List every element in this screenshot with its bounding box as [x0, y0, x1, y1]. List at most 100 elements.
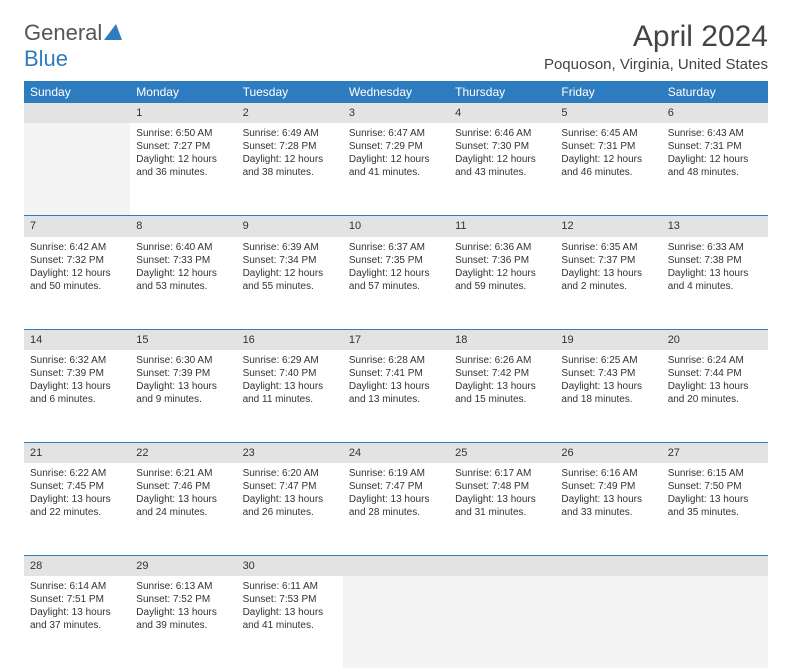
day-content-row: Sunrise: 6:32 AMSunset: 7:39 PM Daylight:…: [24, 350, 768, 443]
sunset-text: Sunset: 7:37 PM: [561, 254, 655, 267]
day-number-cell: 12: [555, 216, 661, 237]
day-number-row: 14151617181920: [24, 329, 768, 350]
sunset-text: Sunset: 7:34 PM: [243, 254, 337, 267]
logo-text: GeneralBlue: [24, 20, 122, 72]
sunset-text: Sunset: 7:53 PM: [243, 593, 337, 606]
sunset-text: Sunset: 7:47 PM: [349, 480, 443, 493]
day-number-cell: 7: [24, 216, 130, 237]
sunset-text: Sunset: 7:40 PM: [243, 367, 337, 380]
day-content-cell: Sunrise: 6:37 AMSunset: 7:35 PMDaylight:…: [343, 237, 449, 330]
day-content-cell: [662, 576, 768, 668]
sunset-text: Sunset: 7:31 PM: [668, 140, 762, 153]
sunset-text: Sunset: 7:42 PM: [455, 367, 549, 380]
daylight-text-2: and 31 minutes.: [455, 506, 549, 519]
daylight-text-1: Daylight: 13 hours: [243, 380, 337, 393]
daylight-text-2: and 15 minutes.: [455, 393, 549, 406]
day-number-cell: 22: [130, 442, 236, 463]
sunrise-text: Sunrise: 6:45 AM: [561, 127, 655, 140]
daylight-text-2: and 18 minutes.: [561, 393, 655, 406]
sunset-text: Sunset: 7:31 PM: [561, 140, 655, 153]
daylight-text-2: and 33 minutes.: [561, 506, 655, 519]
day-number-cell: 16: [237, 329, 343, 350]
day-number-cell: [24, 103, 130, 123]
sunrise-text: Sunrise: 6:30 AM: [136, 354, 230, 367]
daylight-text-1: Daylight: 13 hours: [136, 493, 230, 506]
sunset-text: Sunset: 7:38 PM: [668, 254, 762, 267]
sunrise-text: Sunrise: 6:16 AM: [561, 467, 655, 480]
sunrise-text: Sunrise: 6:29 AM: [243, 354, 337, 367]
sunrise-text: Sunrise: 6:32 AM: [30, 354, 124, 367]
daylight-text-2: and 37 minutes.: [30, 619, 124, 632]
sunrise-text: Sunrise: 6:36 AM: [455, 241, 549, 254]
day-content-cell: Sunrise: 6:21 AMSunset: 7:46 PMDaylight:…: [130, 463, 236, 556]
sunset-text: Sunset: 7:36 PM: [455, 254, 549, 267]
day-number-cell: [662, 556, 768, 577]
sunset-text: Sunset: 7:50 PM: [668, 480, 762, 493]
day-number-cell: 18: [449, 329, 555, 350]
month-title: April 2024: [544, 20, 768, 54]
daylight-text-2: and 24 minutes.: [136, 506, 230, 519]
day-content-row: Sunrise: 6:22 AMSunset: 7:45 PMDaylight:…: [24, 463, 768, 556]
logo-part1: General: [24, 20, 102, 45]
sunrise-text: Sunrise: 6:43 AM: [668, 127, 762, 140]
sunrise-text: Sunrise: 6:50 AM: [136, 127, 230, 140]
daylight-text-2: and 53 minutes.: [136, 280, 230, 293]
sunset-text: Sunset: 7:39 PM: [30, 367, 124, 380]
sunrise-text: Sunrise: 6:28 AM: [349, 354, 443, 367]
day-number-cell: 26: [555, 442, 661, 463]
daylight-text-2: and 38 minutes.: [243, 166, 337, 179]
sunrise-text: Sunrise: 6:35 AM: [561, 241, 655, 254]
daylight-text-1: Daylight: 13 hours: [561, 267, 655, 280]
daylight-text-2: and 28 minutes.: [349, 506, 443, 519]
daylight-text-1: Daylight: 12 hours: [136, 267, 230, 280]
daylight-text-1: Daylight: 12 hours: [30, 267, 124, 280]
daylight-text-2: and 22 minutes.: [30, 506, 124, 519]
sunrise-text: Sunrise: 6:26 AM: [455, 354, 549, 367]
sunrise-text: Sunrise: 6:25 AM: [561, 354, 655, 367]
daylight-text-1: Daylight: 12 hours: [455, 153, 549, 166]
sunset-text: Sunset: 7:52 PM: [136, 593, 230, 606]
daylight-text-2: and 50 minutes.: [30, 280, 124, 293]
sunrise-text: Sunrise: 6:24 AM: [668, 354, 762, 367]
day-content-cell: Sunrise: 6:30 AMSunset: 7:39 PMDaylight:…: [130, 350, 236, 443]
daylight-text-1: Daylight: 12 hours: [455, 267, 549, 280]
daylight-text-2: and 41 minutes.: [243, 619, 337, 632]
daylight-text-2: and 20 minutes.: [668, 393, 762, 406]
daylight-text-2: and 48 minutes.: [668, 166, 762, 179]
sunset-text: Sunset: 7:41 PM: [349, 367, 443, 380]
day-number-cell: 5: [555, 103, 661, 123]
day-number-cell: 21: [24, 442, 130, 463]
day-content-cell: Sunrise: 6:17 AMSunset: 7:48 PMDaylight:…: [449, 463, 555, 556]
day-number-cell: 14: [24, 329, 130, 350]
day-number-cell: 13: [662, 216, 768, 237]
daylight-text-1: Daylight: 12 hours: [349, 267, 443, 280]
weekday-header-row: SundayMondayTuesdayWednesdayThursdayFrid…: [24, 81, 768, 103]
daylight-text-2: and 13 minutes.: [349, 393, 443, 406]
daylight-text-2: and 35 minutes.: [668, 506, 762, 519]
daylight-text-1: Daylight: 12 hours: [243, 267, 337, 280]
day-number-cell: 6: [662, 103, 768, 123]
day-content-cell: Sunrise: 6:47 AMSunset: 7:29 PMDaylight:…: [343, 123, 449, 216]
daylight-text-2: and 11 minutes.: [243, 393, 337, 406]
weekday-header: Monday: [130, 81, 236, 103]
daylight-text-1: Daylight: 12 hours: [668, 153, 762, 166]
daylight-text-2: and 41 minutes.: [349, 166, 443, 179]
daylight-text-1: Daylight: 12 hours: [561, 153, 655, 166]
daylight-text-1: Daylight: 13 hours: [455, 493, 549, 506]
day-content-cell: Sunrise: 6:11 AMSunset: 7:53 PMDaylight:…: [237, 576, 343, 668]
day-number-cell: 19: [555, 329, 661, 350]
day-content-cell: Sunrise: 6:42 AMSunset: 7:32 PMDaylight:…: [24, 237, 130, 330]
sunrise-text: Sunrise: 6:46 AM: [455, 127, 549, 140]
day-content-cell: Sunrise: 6:19 AMSunset: 7:47 PMDaylight:…: [343, 463, 449, 556]
daylight-text-1: Daylight: 13 hours: [668, 267, 762, 280]
day-number-cell: [343, 556, 449, 577]
daylight-text-1: Daylight: 13 hours: [30, 493, 124, 506]
day-content-cell: [449, 576, 555, 668]
title-block: April 2024 Poquoson, Virginia, United St…: [544, 20, 768, 73]
day-content-cell: Sunrise: 6:46 AMSunset: 7:30 PMDaylight:…: [449, 123, 555, 216]
daylight-text-2: and 9 minutes.: [136, 393, 230, 406]
location-subtitle: Poquoson, Virginia, United States: [544, 56, 768, 73]
day-content-cell: Sunrise: 6:45 AMSunset: 7:31 PMDaylight:…: [555, 123, 661, 216]
day-number-cell: 29: [130, 556, 236, 577]
day-number-row: 21222324252627: [24, 442, 768, 463]
